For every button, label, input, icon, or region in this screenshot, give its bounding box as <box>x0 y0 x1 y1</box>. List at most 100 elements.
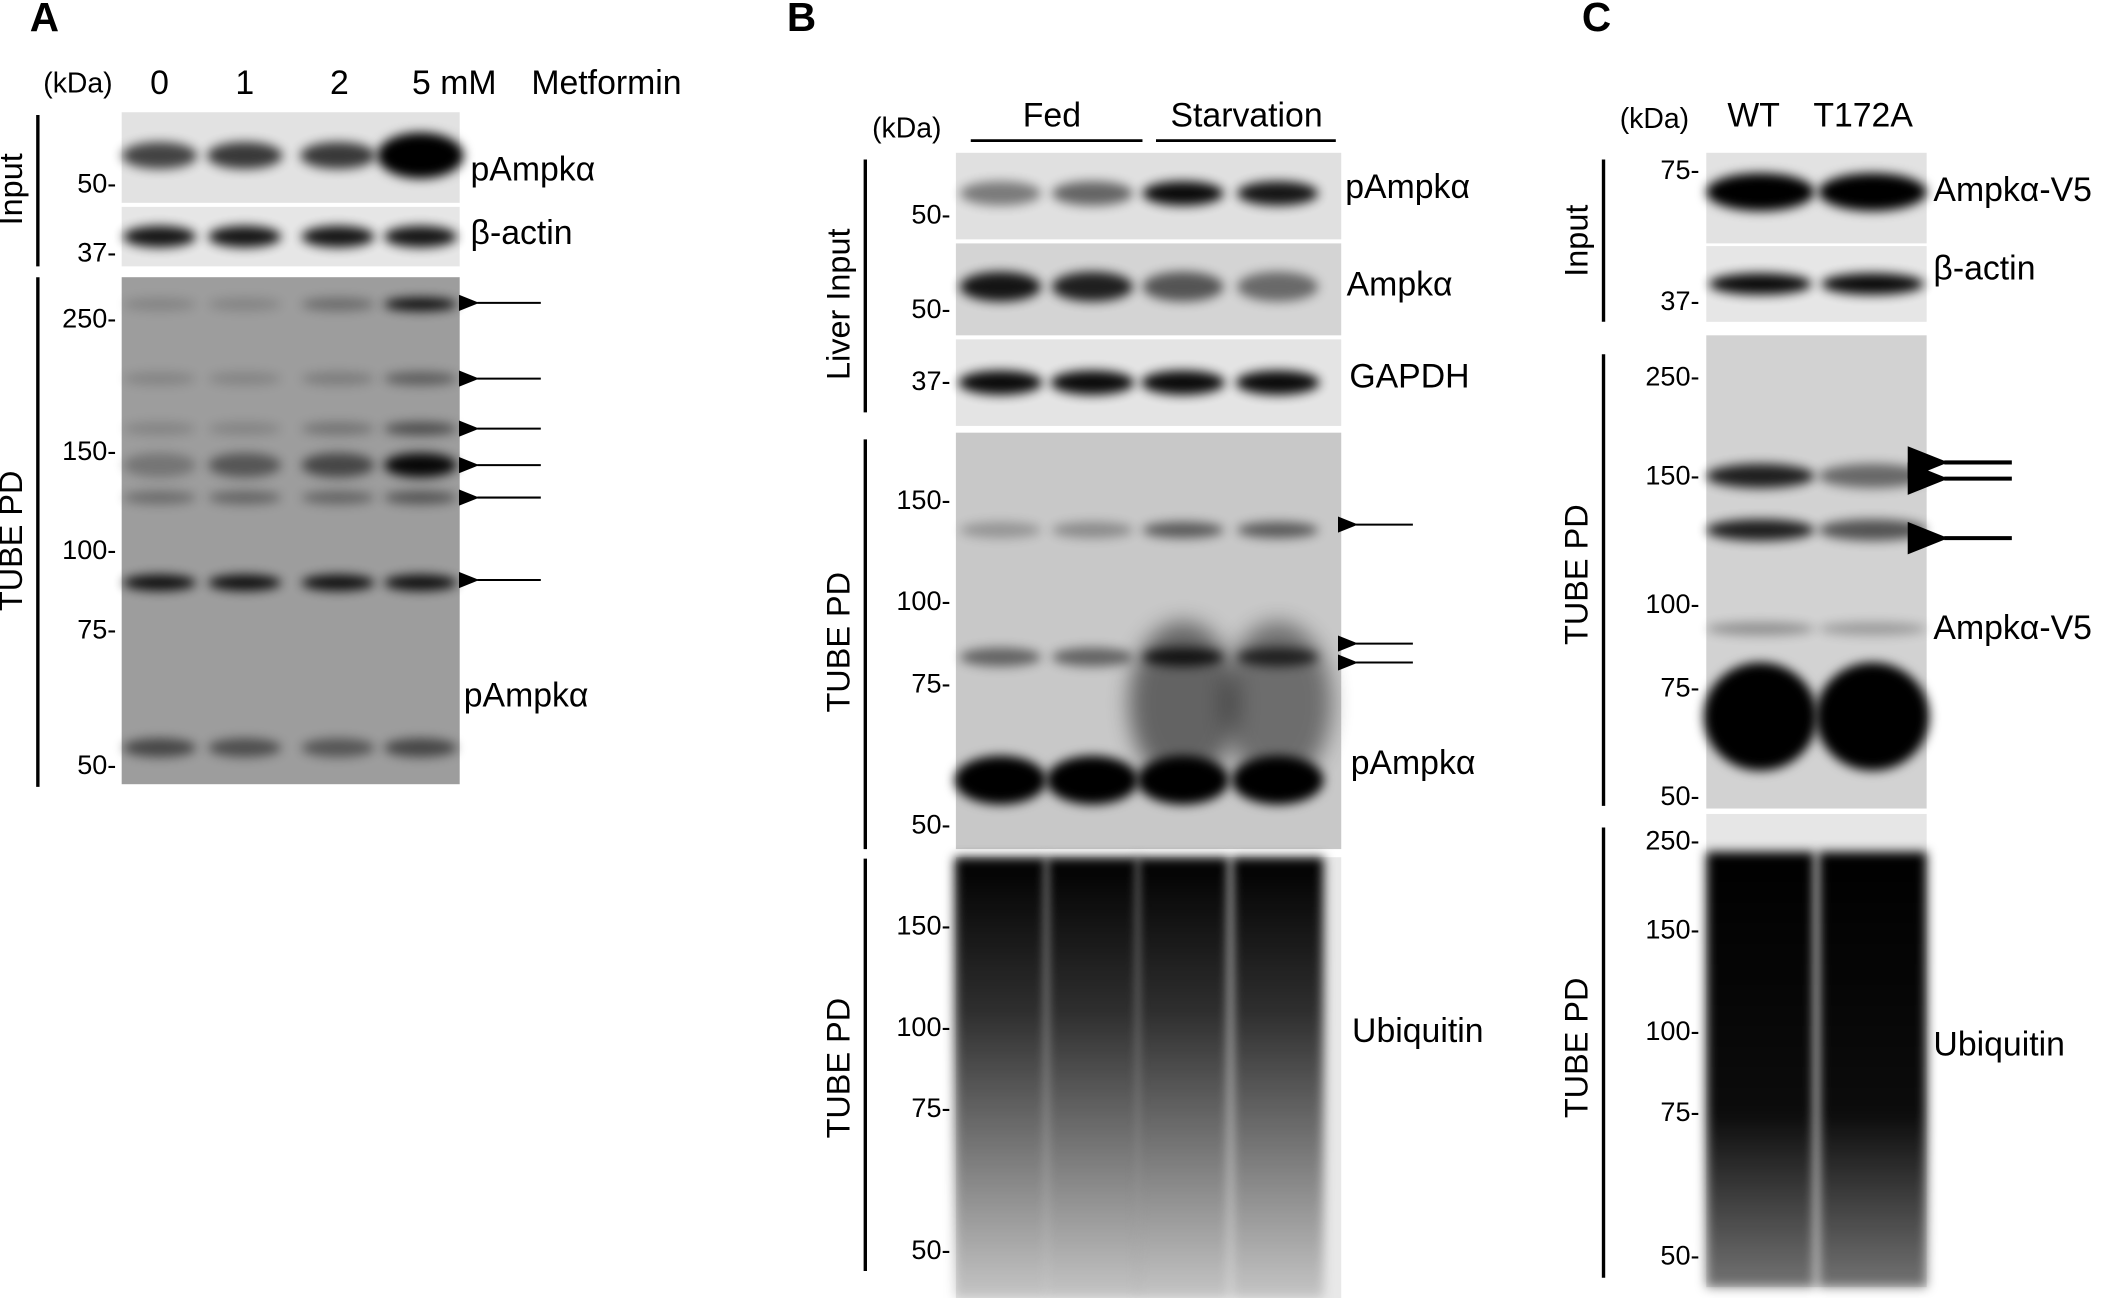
size-marker: 37- <box>1660 286 1699 316</box>
band <box>1223 621 1332 785</box>
size-marker: 100- <box>896 1012 950 1042</box>
side-label: Input <box>0 153 29 225</box>
size-marker: 50- <box>1660 1241 1699 1271</box>
band <box>208 452 282 478</box>
size-marker: 50- <box>911 199 950 229</box>
band <box>1141 370 1225 395</box>
band <box>123 421 197 436</box>
size-marker: 150- <box>896 485 950 515</box>
band <box>959 647 1042 667</box>
lane-smear <box>954 857 1047 1298</box>
size-marker: 50- <box>1660 781 1699 811</box>
band <box>208 738 282 758</box>
band <box>208 297 282 311</box>
blot-label: Ubiquitin <box>1933 1025 2065 1063</box>
band <box>1818 173 1927 211</box>
band <box>1706 621 1815 636</box>
side-label: Input <box>1559 205 1595 277</box>
group-label: Fed <box>1023 97 1081 135</box>
band <box>121 141 198 170</box>
lane-smear <box>1818 851 1927 1288</box>
panel-label: B <box>787 0 816 40</box>
blot-label: pAmpkα <box>471 151 596 189</box>
band <box>301 371 375 386</box>
size-marker: 250- <box>1645 362 1699 392</box>
side-label: TUBE PD <box>1559 504 1595 645</box>
blot-label: Ampkα-V5 <box>1933 609 2092 647</box>
size-marker: 150- <box>1645 460 1699 490</box>
band <box>123 574 197 591</box>
band <box>1818 463 1927 489</box>
band <box>1051 647 1134 667</box>
size-marker: 100- <box>896 586 950 616</box>
band <box>301 297 375 311</box>
band <box>301 421 375 436</box>
side-label: Liver Input <box>821 228 857 379</box>
band <box>1142 181 1224 206</box>
band <box>1821 273 1924 295</box>
size-marker: 50- <box>911 809 950 839</box>
band <box>1046 755 1139 805</box>
band <box>1051 181 1134 206</box>
size-marker: 150- <box>1645 915 1699 945</box>
band <box>1815 662 1930 771</box>
band <box>1050 370 1135 395</box>
size-marker: 250- <box>62 304 116 334</box>
band <box>1142 271 1224 302</box>
size-marker: 75- <box>1660 1097 1699 1127</box>
size-marker: 37- <box>77 237 116 267</box>
blot <box>121 277 460 785</box>
band <box>123 371 197 386</box>
band <box>383 225 457 248</box>
size-marker: 100- <box>1645 589 1699 619</box>
band <box>383 297 457 311</box>
band <box>383 490 457 505</box>
size-marker: 50- <box>911 1235 950 1265</box>
blot-label: pAmpkα <box>1351 744 1476 782</box>
band <box>383 452 457 478</box>
band <box>383 371 457 386</box>
band <box>959 181 1042 206</box>
size-marker: 50- <box>77 750 116 780</box>
band <box>1137 755 1230 805</box>
size-marker: 75- <box>911 669 950 699</box>
band <box>1706 519 1815 541</box>
band <box>301 452 375 478</box>
size-marker: 150- <box>896 911 950 941</box>
band <box>1818 621 1927 636</box>
band <box>1051 521 1134 539</box>
size-marker: 50- <box>77 168 116 198</box>
band <box>123 225 197 248</box>
band <box>1237 181 1319 206</box>
group-label: Starvation <box>1170 97 1322 135</box>
lane-label: T172A <box>1813 97 1913 135</box>
band <box>123 452 197 478</box>
size-marker: 150- <box>62 436 116 466</box>
kda-label: (kDa) <box>1620 103 1689 135</box>
panel-label: A <box>30 0 59 40</box>
lane-label: 1 <box>235 64 254 102</box>
blot-label: Ampkα <box>1347 266 1453 304</box>
size-marker: 75- <box>911 1093 950 1123</box>
band <box>1237 521 1319 539</box>
blot-label: β-actin <box>471 214 573 252</box>
lane-smear <box>1231 857 1324 1298</box>
band <box>301 490 375 505</box>
kda-label: (kDa) <box>872 112 941 144</box>
band <box>1703 662 1818 771</box>
lane-label: 2 <box>330 64 349 102</box>
band <box>301 225 375 248</box>
band <box>208 225 282 248</box>
band <box>300 141 376 170</box>
blot-label: Ubiquitin <box>1352 1012 1484 1050</box>
band <box>954 755 1047 805</box>
side-label: TUBE PD <box>821 572 857 713</box>
band <box>959 521 1042 539</box>
band <box>208 490 282 505</box>
size-marker: 75- <box>1660 155 1699 185</box>
band <box>1142 521 1224 539</box>
blot-label: Ampkα-V5 <box>1933 171 2092 209</box>
blot-label: pAmpkα <box>464 677 589 715</box>
band <box>123 490 197 505</box>
